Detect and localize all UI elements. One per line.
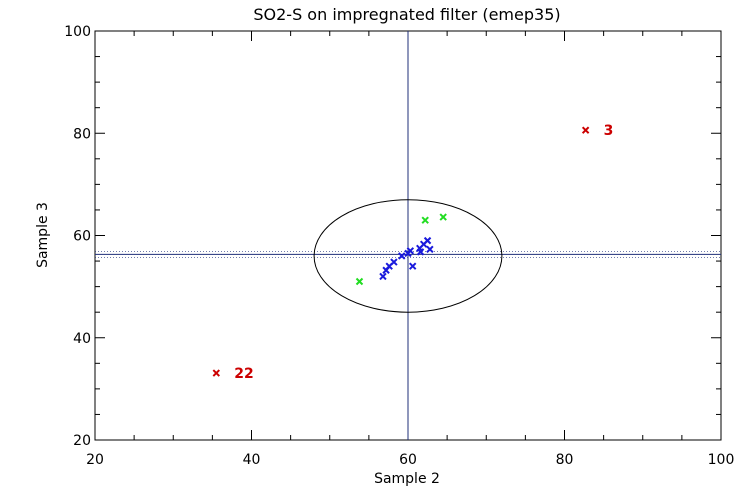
blue-data-point (416, 248, 425, 256)
green-data-point (439, 213, 447, 221)
x-tick-label: 60 (399, 452, 417, 468)
y-tick-label: 80 (73, 126, 91, 142)
x-tick-label: 20 (86, 452, 104, 468)
outlier-label: 3 (604, 123, 614, 139)
red-data-point (212, 369, 220, 377)
y-axis-label: Sample 3 (35, 202, 51, 268)
blue-data-point (408, 262, 417, 270)
y-tick-label: 20 (73, 433, 91, 449)
chart-title: SO2-S on impregnated filter (emep35) (253, 5, 560, 24)
x-tick-label: 80 (556, 452, 574, 468)
x-axis-label: Sample 2 (374, 471, 440, 487)
blue-data-point (426, 245, 434, 254)
outlier-label: 22 (234, 366, 253, 382)
blue-data-point (406, 247, 415, 255)
y-tick-label: 40 (73, 331, 91, 347)
green-data-point (421, 216, 429, 224)
blue-data-point (379, 272, 387, 281)
blue-data-point (423, 236, 432, 245)
blue-data-point (390, 258, 398, 266)
blue-data-point (398, 252, 406, 260)
x-tick-label: 40 (243, 452, 261, 468)
plot-area: 20 40 60 80 100 20 40 60 80 100 3 22 (64, 24, 734, 468)
y-tick-label: 60 (73, 229, 91, 245)
y-tick-label: 100 (64, 24, 91, 40)
x-tick-label: 100 (708, 452, 735, 468)
green-data-point (355, 277, 364, 286)
confidence-ellipse (313, 199, 503, 313)
red-data-point (581, 126, 590, 134)
